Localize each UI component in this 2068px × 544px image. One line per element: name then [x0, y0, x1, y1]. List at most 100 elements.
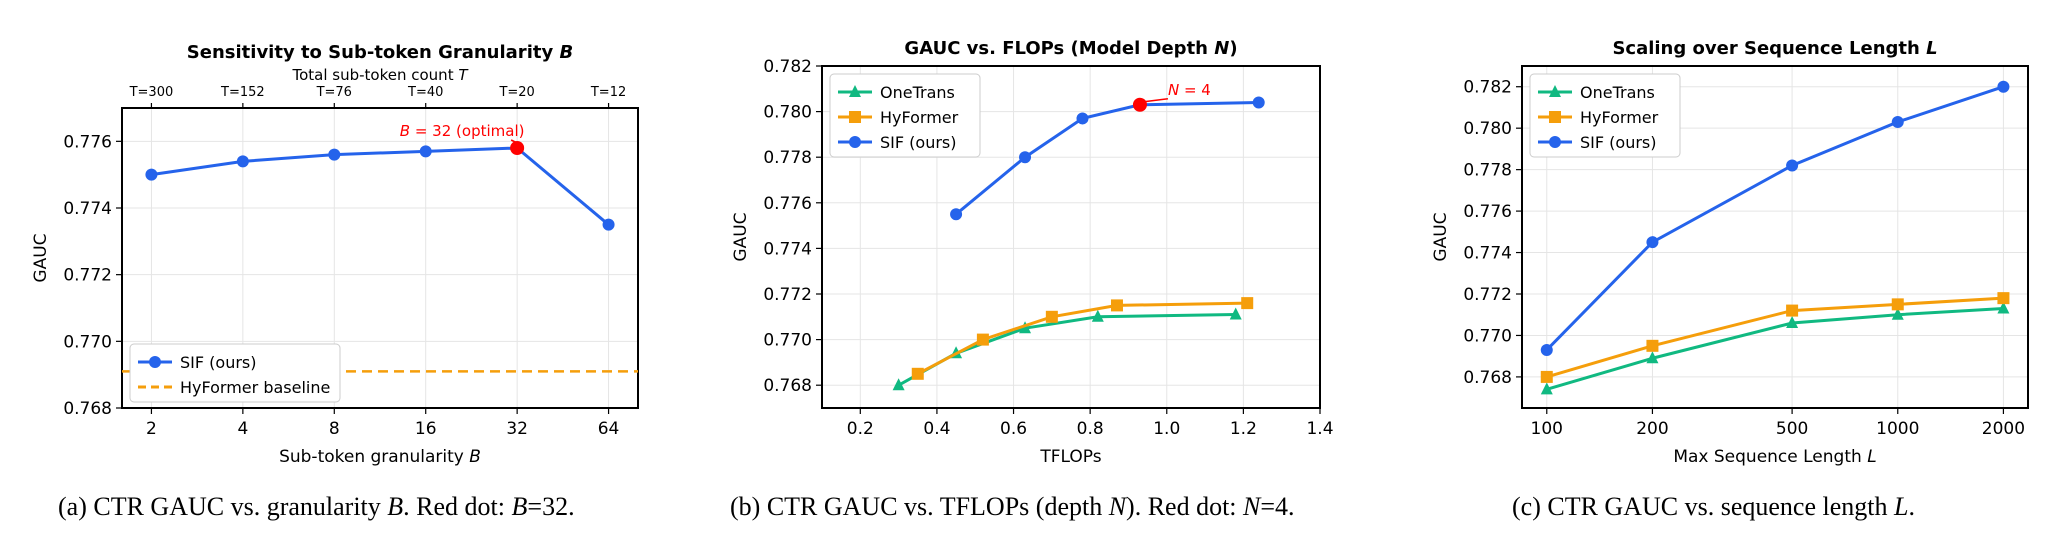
x-tick-label: 8: [329, 419, 340, 439]
series-line-sif: [151, 146, 610, 226]
top-tick-label: T=12: [590, 85, 626, 100]
data-point-onetrans: [892, 378, 905, 391]
x-tick-label: 100: [1531, 419, 1563, 439]
caption-b-var: N: [1108, 492, 1127, 521]
top-axis-label: Total sub-token count T: [291, 66, 469, 84]
data-point-onetrans: [1997, 301, 2010, 314]
y-tick-label: 0.780: [763, 103, 812, 123]
data-point-sif: [1646, 236, 1659, 249]
chart-title-part: Sensitivity to Sub-token Granularity: [187, 42, 560, 63]
data-point-sif: [1019, 151, 1032, 164]
legend-marker: [1549, 136, 1561, 148]
x-tick-label: 0.4: [923, 419, 950, 439]
series-line-sif: [955, 100, 1259, 216]
y-tick-label: 0.768: [63, 399, 112, 419]
legend-label: OneTrans: [880, 83, 955, 102]
x-tick-label: 500: [1776, 419, 1808, 439]
x-tick-label: 2: [146, 419, 157, 439]
data-point-onetrans: [1091, 309, 1104, 322]
data-point-hyformer: [1891, 298, 1904, 311]
data-point-hyformer: [1540, 370, 1553, 383]
highlight-label-rest: = 32 (optimal): [410, 122, 524, 140]
data-point-sif: [1891, 115, 1904, 128]
caption-c: (c) CTR GAUC vs. sequence length L.: [1512, 492, 1915, 522]
highlight-arrow: [1143, 97, 1169, 103]
legend-label: HyFormer: [1580, 108, 1659, 127]
x-axis-label: Max Sequence Length L: [1673, 447, 1876, 467]
plot-frame: [121, 107, 639, 409]
highlight-label-var: N: [1168, 81, 1179, 99]
legend-box: [829, 73, 981, 158]
x-axis-label-part: L: [1867, 447, 1876, 467]
caption-b-suffix: =4.: [1260, 492, 1295, 521]
x-tick-label: 1.4: [1306, 419, 1333, 439]
highlight-label-rest: = 4: [1179, 81, 1211, 99]
chart-flops: 0.768 0.770 0.772 0.774 0.776 0.778 0.780 0.782…: [731, 38, 1334, 467]
y-tick-label: 0.774: [63, 199, 112, 219]
x-axis-label: Sub-token granularity B: [279, 447, 481, 467]
legend-label: HyFormer: [880, 108, 959, 127]
highlight-label: B = 32 (optimal): [400, 122, 525, 140]
caption-c-prefix: (c) CTR GAUC vs. sequence length: [1512, 492, 1894, 521]
x-tick-label: 0.2: [847, 419, 874, 439]
y-tick-label: 0.782: [763, 57, 812, 77]
series-line-onetrans: [897, 313, 1236, 387]
y-tick-label: 0.772: [1463, 285, 1512, 305]
chart-title: Sensitivity to Sub-token Granularity B: [187, 42, 573, 63]
data-point-hyformer: [911, 367, 924, 380]
top-axis-label-part: T: [458, 66, 469, 84]
highlight-label-var: B: [400, 122, 410, 140]
legend-marker: [149, 356, 161, 368]
x-axis-label-part: TFLOPs: [1039, 447, 1101, 467]
x-axis-label-part: Sub-token granularity: [279, 447, 469, 467]
data-point-sif: [1076, 112, 1089, 125]
data-point-onetrans: [1540, 382, 1553, 395]
caption-a-suffix: =32.: [527, 492, 575, 521]
data-point-sif: [145, 168, 158, 181]
x-tick-label: 16: [415, 419, 437, 439]
data-point-onetrans: [1646, 351, 1659, 364]
series-line-hyformer: [1546, 296, 2004, 379]
x-tick-label: 2000: [1982, 419, 2025, 439]
caption-b-var2: N: [1243, 492, 1261, 521]
y-tick-label: 0.774: [763, 239, 812, 259]
x-axis-label: TFLOPs: [1039, 447, 1101, 467]
y-tick-label: 0.770: [1463, 326, 1512, 346]
data-point-hyformer: [1241, 297, 1254, 310]
panel-granularity: 0.768 0.770 0.772 0.774 0.776 2 4 8 16 32 64 T=300 T…: [0, 0, 660, 544]
chart-title-part: B: [559, 42, 573, 63]
caption-c-mid: .: [1908, 492, 1915, 521]
y-tick-label: 0.768: [1463, 368, 1512, 388]
data-point-sif: [1786, 159, 1799, 172]
x-tick-label: 32: [506, 419, 528, 439]
top-tick-label: T=300: [129, 85, 174, 100]
chart-title-part: L: [1926, 38, 1937, 59]
caption-b-prefix: (b) CTR GAUC vs. TFLOPs (depth: [730, 492, 1109, 521]
x-axis-label-part: B: [469, 447, 481, 467]
x-tick-label: 64: [598, 419, 620, 439]
legend-label: SIF (ours): [180, 353, 257, 372]
chart-granularity: 0.768 0.770 0.772 0.774 0.776 2 4 8 16 32 64 T=300 T…: [31, 42, 639, 467]
y-axis-label: GAUC: [31, 233, 51, 282]
data-point-sif: [1540, 343, 1553, 356]
chart-title-part: Scaling over Sequence Length: [1612, 38, 1926, 59]
data-point-sif: [950, 208, 963, 221]
data-point-onetrans: [1229, 307, 1242, 320]
x-axis-label-part: Max Sequence Length: [1673, 447, 1867, 467]
legend-label: HyFormer baseline: [180, 378, 330, 397]
y-tick-label: 0.770: [763, 331, 812, 351]
top-tick-label: T=152: [220, 85, 265, 100]
x-tick-label: 0.8: [1077, 419, 1104, 439]
highlight-point: [1132, 97, 1147, 112]
data-point-sif: [236, 155, 249, 168]
legend-marker: [1549, 111, 1561, 123]
y-tick-label: 0.774: [1463, 244, 1512, 264]
y-tick-label: 0.768: [763, 376, 812, 396]
panel-flops: 0.768 0.770 0.772 0.774 0.776 0.778 0.780 0.782…: [700, 0, 1360, 544]
caption-b-mid: ). Red dot:: [1126, 492, 1244, 521]
legend-marker: [849, 85, 861, 97]
data-point-hyformer: [976, 333, 989, 346]
chart-title: Scaling over Sequence Length L: [1612, 38, 1937, 59]
y-axis-label: GAUC: [731, 212, 751, 261]
caption-c-var: L: [1893, 492, 1909, 521]
